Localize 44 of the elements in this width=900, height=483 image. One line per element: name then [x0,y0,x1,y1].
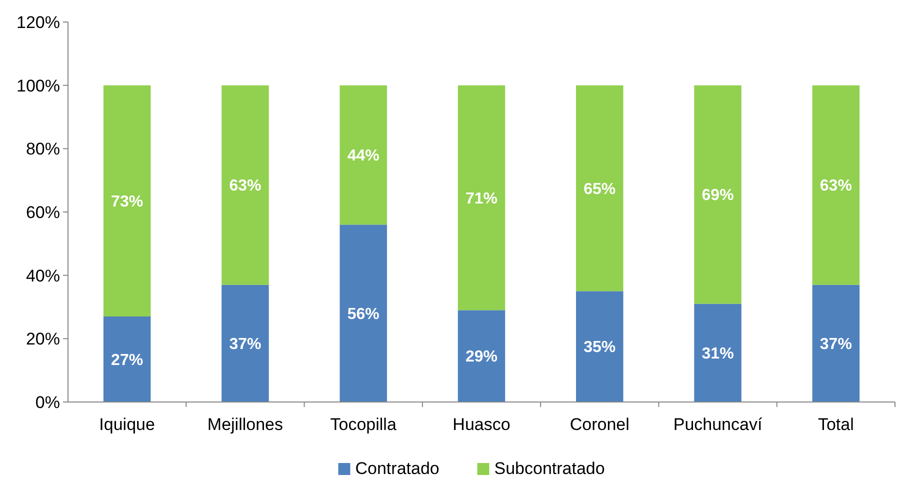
data-label: 65% [584,180,616,198]
data-label: 35% [584,339,616,356]
x-tick-label: Puchuncaví [673,415,762,434]
bar [694,85,742,304]
bar [694,304,742,402]
data-label: 37% [820,336,852,354]
data-label: 29% [465,348,498,366]
y-tick-label: 100% [16,76,60,96]
x-tick-label: Mejillones [207,415,284,434]
y-tick-label: 0% [35,392,60,412]
data-label: 44% [347,148,380,165]
bar [340,85,387,225]
bar [103,85,151,316]
y-tick-label: 60% [26,202,60,222]
bar [812,284,860,402]
data-label: 63% [820,178,852,195]
bar [222,85,269,285]
data-label: 56% [347,306,380,323]
bar [458,85,506,310]
x-tick-label: Coronel [570,415,630,434]
bar [576,85,624,292]
y-tick-label: 40% [26,266,60,286]
data-label: 73% [111,194,144,211]
bar [812,85,860,285]
x-tick-label: Total [818,415,854,434]
data-label: 69% [702,187,734,204]
bar [222,284,269,402]
y-tick-label: 80% [26,140,60,159]
legend-label: Subcontratado [494,459,605,478]
bar [340,224,387,402]
bar [458,310,506,402]
data-label: 63% [229,178,262,195]
y-tick-label: 120% [16,12,60,32]
y-tick-label: 20% [26,330,60,349]
x-tick-label: Tocopilla [330,415,397,434]
bar [576,291,624,402]
bar [103,316,151,402]
legend-label: Contratado [355,459,440,478]
data-label: 71% [465,190,498,208]
data-label: 27% [111,352,144,369]
data-label: 31% [702,346,734,363]
x-tick-label: Iquique [99,415,155,434]
x-tick-label: Huasco [452,415,510,434]
data-label: 37% [229,336,262,354]
